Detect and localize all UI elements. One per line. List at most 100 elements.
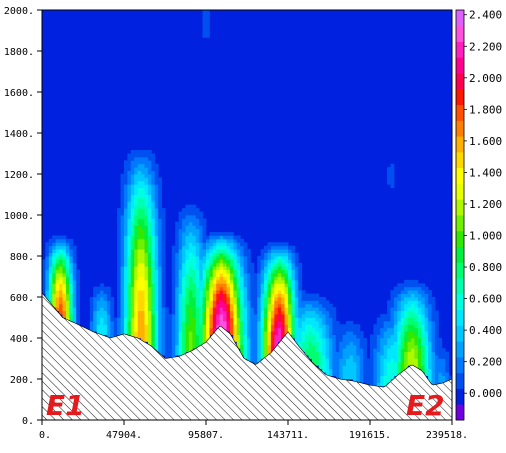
contour-cell [42,286,46,291]
contour-cell [434,344,439,349]
contour-cell [288,327,292,332]
contour-cell [404,310,408,315]
contour-cell [212,242,217,247]
contour-cell [154,232,159,236]
contour-cell [431,355,436,359]
contour-cell [147,174,152,178]
contour-cell [428,310,432,315]
contour-cell [216,249,221,253]
contour-cell [352,365,357,370]
contour-cell [147,215,152,219]
contour-cell [229,245,234,250]
contour-cell [247,259,251,264]
contour-cell [267,266,272,271]
contour-cell [209,259,214,264]
contour-cell [370,341,374,346]
contour-cell [124,191,128,195]
contour-cell [147,286,152,291]
contour-cell [243,348,248,353]
contour-cell [274,338,279,342]
contour-cell [298,293,303,298]
contour-cell [48,279,53,284]
contour-cell [325,365,330,370]
contour-cell [45,266,50,271]
contour-cell [417,303,422,308]
contour-cell [428,300,432,305]
contour-cell [311,341,316,346]
contour-cell [301,341,306,346]
contour-cell [110,297,115,301]
contour-cell [236,235,241,240]
contour-cell [161,293,166,298]
contour-cell [332,320,337,325]
contour-cell [127,266,132,271]
colorbar-swatch [456,325,464,342]
contour-cell [69,262,74,267]
contour-cell [127,225,132,230]
contour-cell [373,372,378,376]
contour-cell [120,249,125,253]
contour-cell [335,375,340,380]
contour-cell [124,297,128,301]
contour-cell [151,276,156,281]
contour-cell [182,276,186,281]
contour-cell [117,293,121,298]
contour-cell [202,320,207,325]
contour-cell [62,290,67,294]
contour-cell [130,273,135,277]
contour-cell [397,310,402,315]
contour-cell [199,283,203,288]
contour-cell [356,375,361,380]
contour-cell [315,327,320,332]
contour-cell [147,266,152,271]
contour-cell [127,324,132,329]
contour-cell [96,307,101,312]
contour-cell [257,297,262,301]
contour-cell [281,249,285,253]
contour-cell [161,307,166,312]
contour-cell [226,238,231,243]
contour-cell [281,286,285,291]
contour-cell [407,279,412,284]
contour-cell [72,307,77,312]
contour-cell [363,375,367,380]
contour-cell [130,215,135,219]
contour-cell [175,266,180,271]
contour-cell [178,286,183,291]
contour-cell [397,286,402,291]
contour-cell [168,348,173,353]
contour-cell [247,355,251,359]
contour-cell [260,303,265,308]
contour-cell [147,208,152,212]
contour-cell [175,238,180,243]
y-tick-label: 1200. [4,170,34,181]
contour-cell [243,283,248,288]
contour-cell [147,338,152,342]
contour-cell [72,310,77,315]
contour-cell [332,348,337,353]
contour-cell [294,252,299,257]
contour-cell [383,355,388,359]
contour-cell [141,167,145,171]
contour-cell [147,153,152,158]
contour-cell [281,279,285,284]
contour-cell [305,341,309,346]
contour-cell [318,361,323,366]
contour-cell [414,334,419,339]
contour-cell [154,252,159,257]
contour-cell [247,351,251,356]
contour-cell [206,27,210,31]
contour-cell [178,307,183,312]
contour-cell [185,211,190,216]
contour-cell [161,286,166,291]
contour-cell [393,297,398,301]
contour-cell [175,228,180,233]
contour-cell [390,372,395,376]
contour-cell [134,163,139,168]
contour-cell [329,303,333,308]
contour-cell [154,245,159,250]
contour-cell [192,331,197,335]
contour-cell [431,372,436,376]
contour-cell [376,379,381,383]
colorbar-swatch [456,246,464,263]
